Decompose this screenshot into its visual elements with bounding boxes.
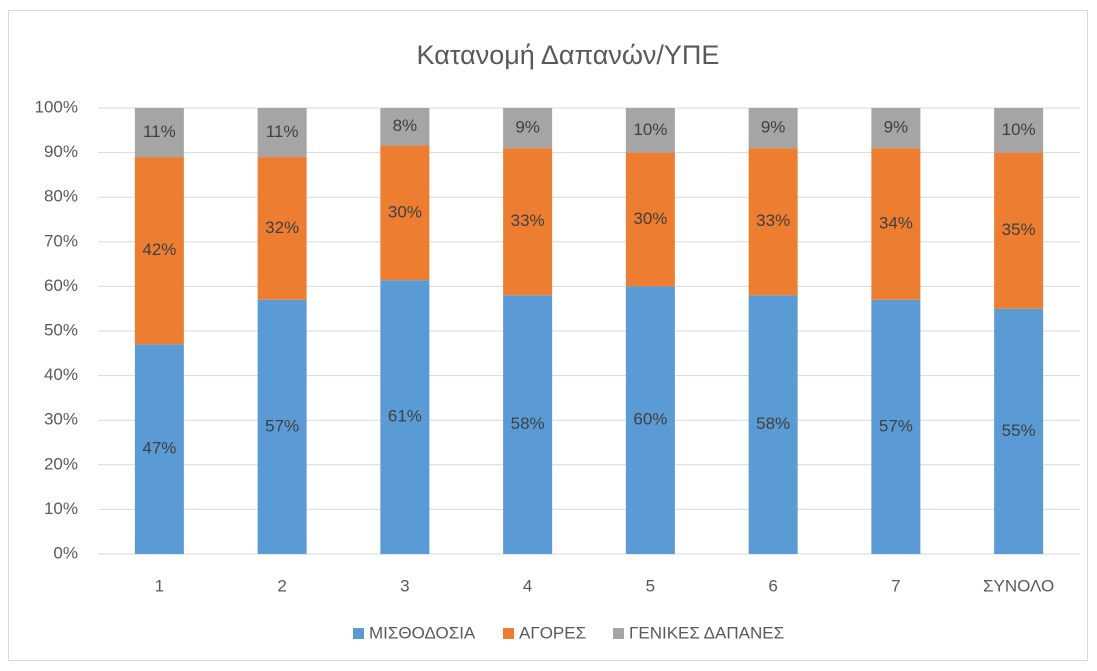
- bar-segment: [134, 108, 184, 158]
- bar-segment: [257, 108, 307, 158]
- data-label: 34%: [879, 213, 913, 232]
- x-tick-label: 7: [891, 576, 900, 595]
- data-label: 55%: [1002, 421, 1036, 440]
- bar-segment: [871, 299, 921, 554]
- data-label: 35%: [1002, 220, 1036, 239]
- bar-segment: [134, 344, 184, 554]
- x-tick-label: 3: [400, 576, 409, 595]
- bar-segment: [503, 295, 553, 554]
- y-tick-label: 100%: [35, 97, 78, 116]
- data-label: 33%: [511, 211, 545, 230]
- bar-segment: [871, 148, 921, 300]
- bar-segment: [257, 299, 307, 554]
- x-tick-label: 4: [523, 576, 532, 595]
- data-label: 61%: [388, 407, 422, 426]
- y-tick-label: 0%: [53, 543, 78, 562]
- legend-label: ΑΓΟΡΕΣ: [519, 623, 586, 642]
- data-label: 60%: [633, 410, 667, 429]
- data-label: 30%: [633, 209, 667, 228]
- bar-segment: [503, 108, 553, 149]
- data-label: 47%: [142, 439, 176, 458]
- data-label: 10%: [633, 120, 667, 139]
- bar-segment: [625, 286, 675, 554]
- legend-swatch: [613, 628, 624, 639]
- data-label: 58%: [756, 414, 790, 433]
- bar-segment: [994, 108, 1044, 153]
- data-label: 11%: [266, 122, 299, 141]
- data-label: 8%: [393, 116, 418, 135]
- x-tick-label: 1: [155, 576, 164, 595]
- data-label: 57%: [265, 416, 299, 435]
- x-tick-label: 5: [646, 576, 655, 595]
- bar-segment: [257, 157, 307, 300]
- data-label: 9%: [884, 118, 909, 137]
- y-tick-label: 50%: [44, 320, 78, 339]
- data-label: 33%: [756, 211, 790, 230]
- y-tick-label: 40%: [44, 365, 78, 384]
- data-label: 57%: [879, 416, 913, 435]
- data-label: 9%: [761, 118, 786, 137]
- chart-title: Κατανομή Δαπανών/ΥΠΕ: [417, 40, 720, 70]
- bar-segment: [994, 152, 1044, 309]
- bar-segment: [503, 148, 553, 296]
- bar-segment: [380, 108, 430, 146]
- data-label: 58%: [511, 414, 545, 433]
- bar-segment: [994, 308, 1044, 554]
- legend-swatch: [353, 628, 364, 639]
- legend-label: ΓΕΝΙΚΕΣ ΔΑΠΑΝΕΣ: [629, 623, 784, 642]
- data-label: 42%: [142, 240, 176, 259]
- data-label: 30%: [388, 202, 422, 221]
- bar-segment: [380, 145, 430, 281]
- y-tick-label: 70%: [44, 231, 78, 250]
- bar-segment: [748, 108, 798, 149]
- data-label: 11%: [143, 122, 176, 141]
- bar-segment: [380, 280, 430, 554]
- data-label: 9%: [515, 118, 540, 137]
- y-tick-label: 30%: [44, 410, 78, 429]
- bar-segment: [625, 108, 675, 153]
- x-tick-label: 6: [768, 576, 777, 595]
- bar-segment: [625, 152, 675, 287]
- y-tick-label: 90%: [44, 142, 78, 161]
- x-tick-label: ΣΥΝΟΛΟ: [983, 576, 1054, 595]
- bar-segment: [134, 157, 184, 345]
- data-label: 32%: [265, 218, 299, 237]
- y-tick-label: 80%: [44, 187, 78, 206]
- data-label: 10%: [1002, 120, 1036, 139]
- x-tick-label: 2: [277, 576, 286, 595]
- bar-segment: [748, 295, 798, 554]
- bar-segment: [871, 108, 921, 149]
- y-tick-label: 60%: [44, 276, 78, 295]
- y-tick-label: 20%: [44, 454, 78, 473]
- y-tick-label: 10%: [44, 499, 78, 518]
- legend-swatch: [503, 628, 514, 639]
- legend-label: ΜΙΣΘΟΔΟΣΙΑ: [369, 623, 476, 642]
- bar-segment: [748, 148, 798, 296]
